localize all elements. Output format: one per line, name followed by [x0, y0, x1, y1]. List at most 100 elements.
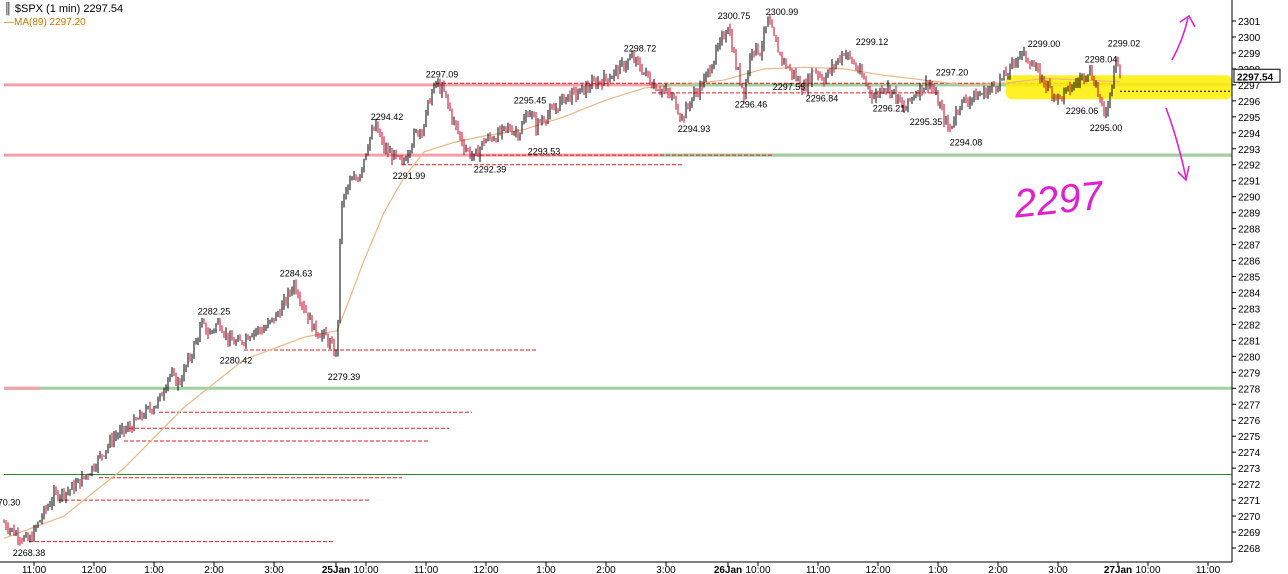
price-label: 2292.39	[474, 164, 507, 174]
legend-ma: MA(89) 2297.20	[14, 17, 86, 28]
x-tick-label: 10:00	[1135, 565, 1160, 574]
dashed-support-lines	[29, 82, 1120, 543]
y-tick-label: 2293	[1238, 145, 1261, 156]
price-label: 2298.72	[624, 43, 657, 53]
y-tick-label: 2296	[1238, 97, 1261, 108]
price-label: 2293.53	[528, 146, 561, 156]
ma-legend-swatch: —	[4, 17, 14, 28]
x-tick-label: 1:00	[928, 565, 948, 574]
x-tick-label: 3:00	[264, 565, 284, 574]
x-axis: 11:00 12:00 1:00 2:00 3:00 25Jan 10:00 11:00 12:…	[22, 562, 1221, 574]
y-tick-label: 2291	[1238, 177, 1261, 188]
y-tick-label: 2273	[1238, 464, 1261, 475]
price-bars	[3, 13, 1121, 546]
price-label: 2294.08	[950, 138, 983, 148]
price-label: 2300.99	[766, 7, 799, 17]
price-label: 2294.93	[678, 124, 711, 134]
y-tick-label: 2270	[1238, 512, 1261, 523]
x-tick-label: 11:00	[806, 565, 831, 574]
y-tick-label: 2279	[1238, 368, 1261, 379]
price-label: 2297.55	[773, 82, 806, 92]
y-tick-label: 2294	[1238, 129, 1261, 140]
y-tick-label: 2280	[1238, 352, 1261, 363]
y-tick-label: 2269	[1238, 528, 1261, 539]
x-tick-label: 2:00	[596, 565, 616, 574]
last-price-badge-text: 2297.54	[1237, 72, 1274, 83]
y-tick-label: 2299	[1238, 49, 1261, 60]
x-tick-label: 26Jan	[714, 565, 742, 574]
y-tick-label: 2300	[1238, 33, 1261, 44]
x-tick-label: 27Jan	[1104, 565, 1132, 574]
y-tick-label: 2286	[1238, 257, 1261, 268]
up-arrow-head-icon	[1179, 14, 1196, 28]
y-tick-label: 2283	[1238, 304, 1261, 315]
y-tick-label: 2292	[1238, 161, 1261, 172]
y-tick-label: 2274	[1238, 448, 1261, 459]
x-tick-label: 3:00	[1048, 565, 1068, 574]
price-label: 2300.75	[718, 11, 751, 21]
x-tick-label: 25Jan	[322, 565, 350, 574]
up-arrow-icon	[1171, 17, 1189, 61]
price-label: 2295.45	[514, 96, 547, 106]
handwritten-note: 2297	[1011, 173, 1107, 226]
price-annotations: 2270.30 2268.38 2282.25 2280.42 2284.63 2279.…	[0, 7, 1140, 558]
legend: ║ $SPX (1 min) 2297.54 —MA(89) 2297.20	[4, 3, 123, 29]
y-tick-label: 2290	[1238, 193, 1261, 204]
price-label: 2297.20	[936, 68, 969, 78]
ma-line	[3, 66, 1121, 539]
ma-89-line	[3, 66, 1121, 539]
legend-symbol: $SPX (1 min) 2297.54	[14, 3, 124, 15]
y-tick-label: 2297	[1238, 81, 1261, 92]
y-tick-label: 2289	[1238, 209, 1261, 220]
highlight-zone	[1006, 75, 1232, 100]
price-label: 2268.38	[13, 548, 46, 558]
price-label: 2295.00	[1090, 123, 1123, 133]
y-tick-label: 2272	[1238, 480, 1261, 491]
price-label: 2296.06	[1066, 106, 1099, 116]
price-label: 2280.42	[220, 356, 253, 366]
price-label: 2298.04	[1085, 54, 1118, 64]
down-arrow-head-icon	[1177, 165, 1190, 182]
y-tick-label: 2282	[1238, 320, 1261, 331]
y-axis: 2268 2269 2270 2271 2272 2273 2274 2275 2276 2277…	[0, 0, 1281, 563]
y-tick-label: 2271	[1238, 496, 1261, 507]
price-label: 2284.63	[280, 268, 313, 278]
x-tick-label: 11:00	[414, 565, 439, 574]
x-tick-label: 11:00	[1196, 565, 1221, 574]
price-label: 2299.02	[1108, 39, 1141, 49]
x-tick-label: 1:00	[144, 565, 164, 574]
last-price-badge	[1233, 68, 1281, 83]
price-label: 2299.12	[856, 37, 889, 47]
x-tick-label: 12:00	[81, 565, 106, 574]
down-arrow-icon	[1165, 107, 1187, 179]
price-label: 2297.09	[426, 69, 459, 79]
y-tick-label: 2281	[1238, 336, 1261, 347]
x-tick-label: 11:00	[22, 565, 47, 574]
y-tick-label: 2276	[1238, 416, 1261, 427]
y-tick-label: 2287	[1238, 241, 1261, 252]
x-tick-label: 3:00	[656, 565, 676, 574]
price-label: 2299.00	[1028, 39, 1061, 49]
price-label: 2296.46	[735, 100, 768, 110]
price-label: 2296.84	[806, 93, 839, 103]
y-tick-label: 2288	[1238, 225, 1261, 236]
price-label: 2270.30	[0, 497, 20, 507]
y-tick-label: 2278	[1238, 384, 1261, 395]
price-label: 2295.35	[910, 117, 943, 127]
x-tick-label: 10:00	[745, 565, 770, 574]
y-tick-label: 2277	[1238, 400, 1261, 411]
price-label: 2296.21	[873, 103, 906, 113]
price-label: 2282.25	[198, 306, 231, 316]
y-tick-label: 2268	[1238, 544, 1261, 555]
highlight-band	[1006, 75, 1232, 100]
bar-chart-icon: ║	[4, 3, 12, 15]
y-tick-label: 2285	[1238, 273, 1261, 284]
x-tick-label: 12:00	[865, 565, 890, 574]
y-tick-label: 2295	[1238, 113, 1261, 124]
y-tick-label: 2284	[1238, 288, 1261, 299]
price-label: 2279.39	[328, 372, 361, 382]
y-tick-label: 2301	[1238, 17, 1261, 28]
price-label: 2294.42	[371, 112, 404, 122]
x-tick-label: 2:00	[204, 565, 224, 574]
